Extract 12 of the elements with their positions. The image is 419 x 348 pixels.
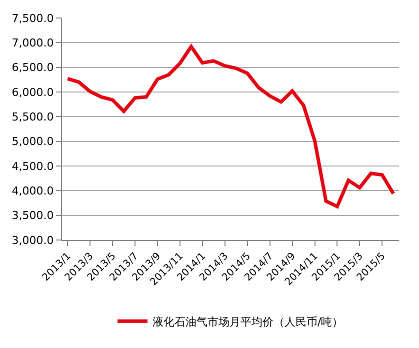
y-tick-label: 5,000.0 xyxy=(12,135,54,148)
y-tick-label: 6,000.0 xyxy=(12,86,54,99)
y-tick-label: 6,500.0 xyxy=(12,61,54,74)
y-tick-label: 7,500.0 xyxy=(12,12,54,25)
y-tick-label: 3,000.0 xyxy=(12,234,54,247)
y-tick-label: 4,500.0 xyxy=(12,160,54,173)
y-tick-label: 4,000.0 xyxy=(12,184,54,198)
y-tick-label: 7,000.0 xyxy=(12,36,54,50)
line-series xyxy=(66,44,396,208)
y-tick-label: 5,500.0 xyxy=(12,110,54,124)
legend-label: 液化石油气市场月平均价（人民币/吨） xyxy=(152,315,344,328)
y-tick-label: 3,500.0 xyxy=(12,209,54,222)
